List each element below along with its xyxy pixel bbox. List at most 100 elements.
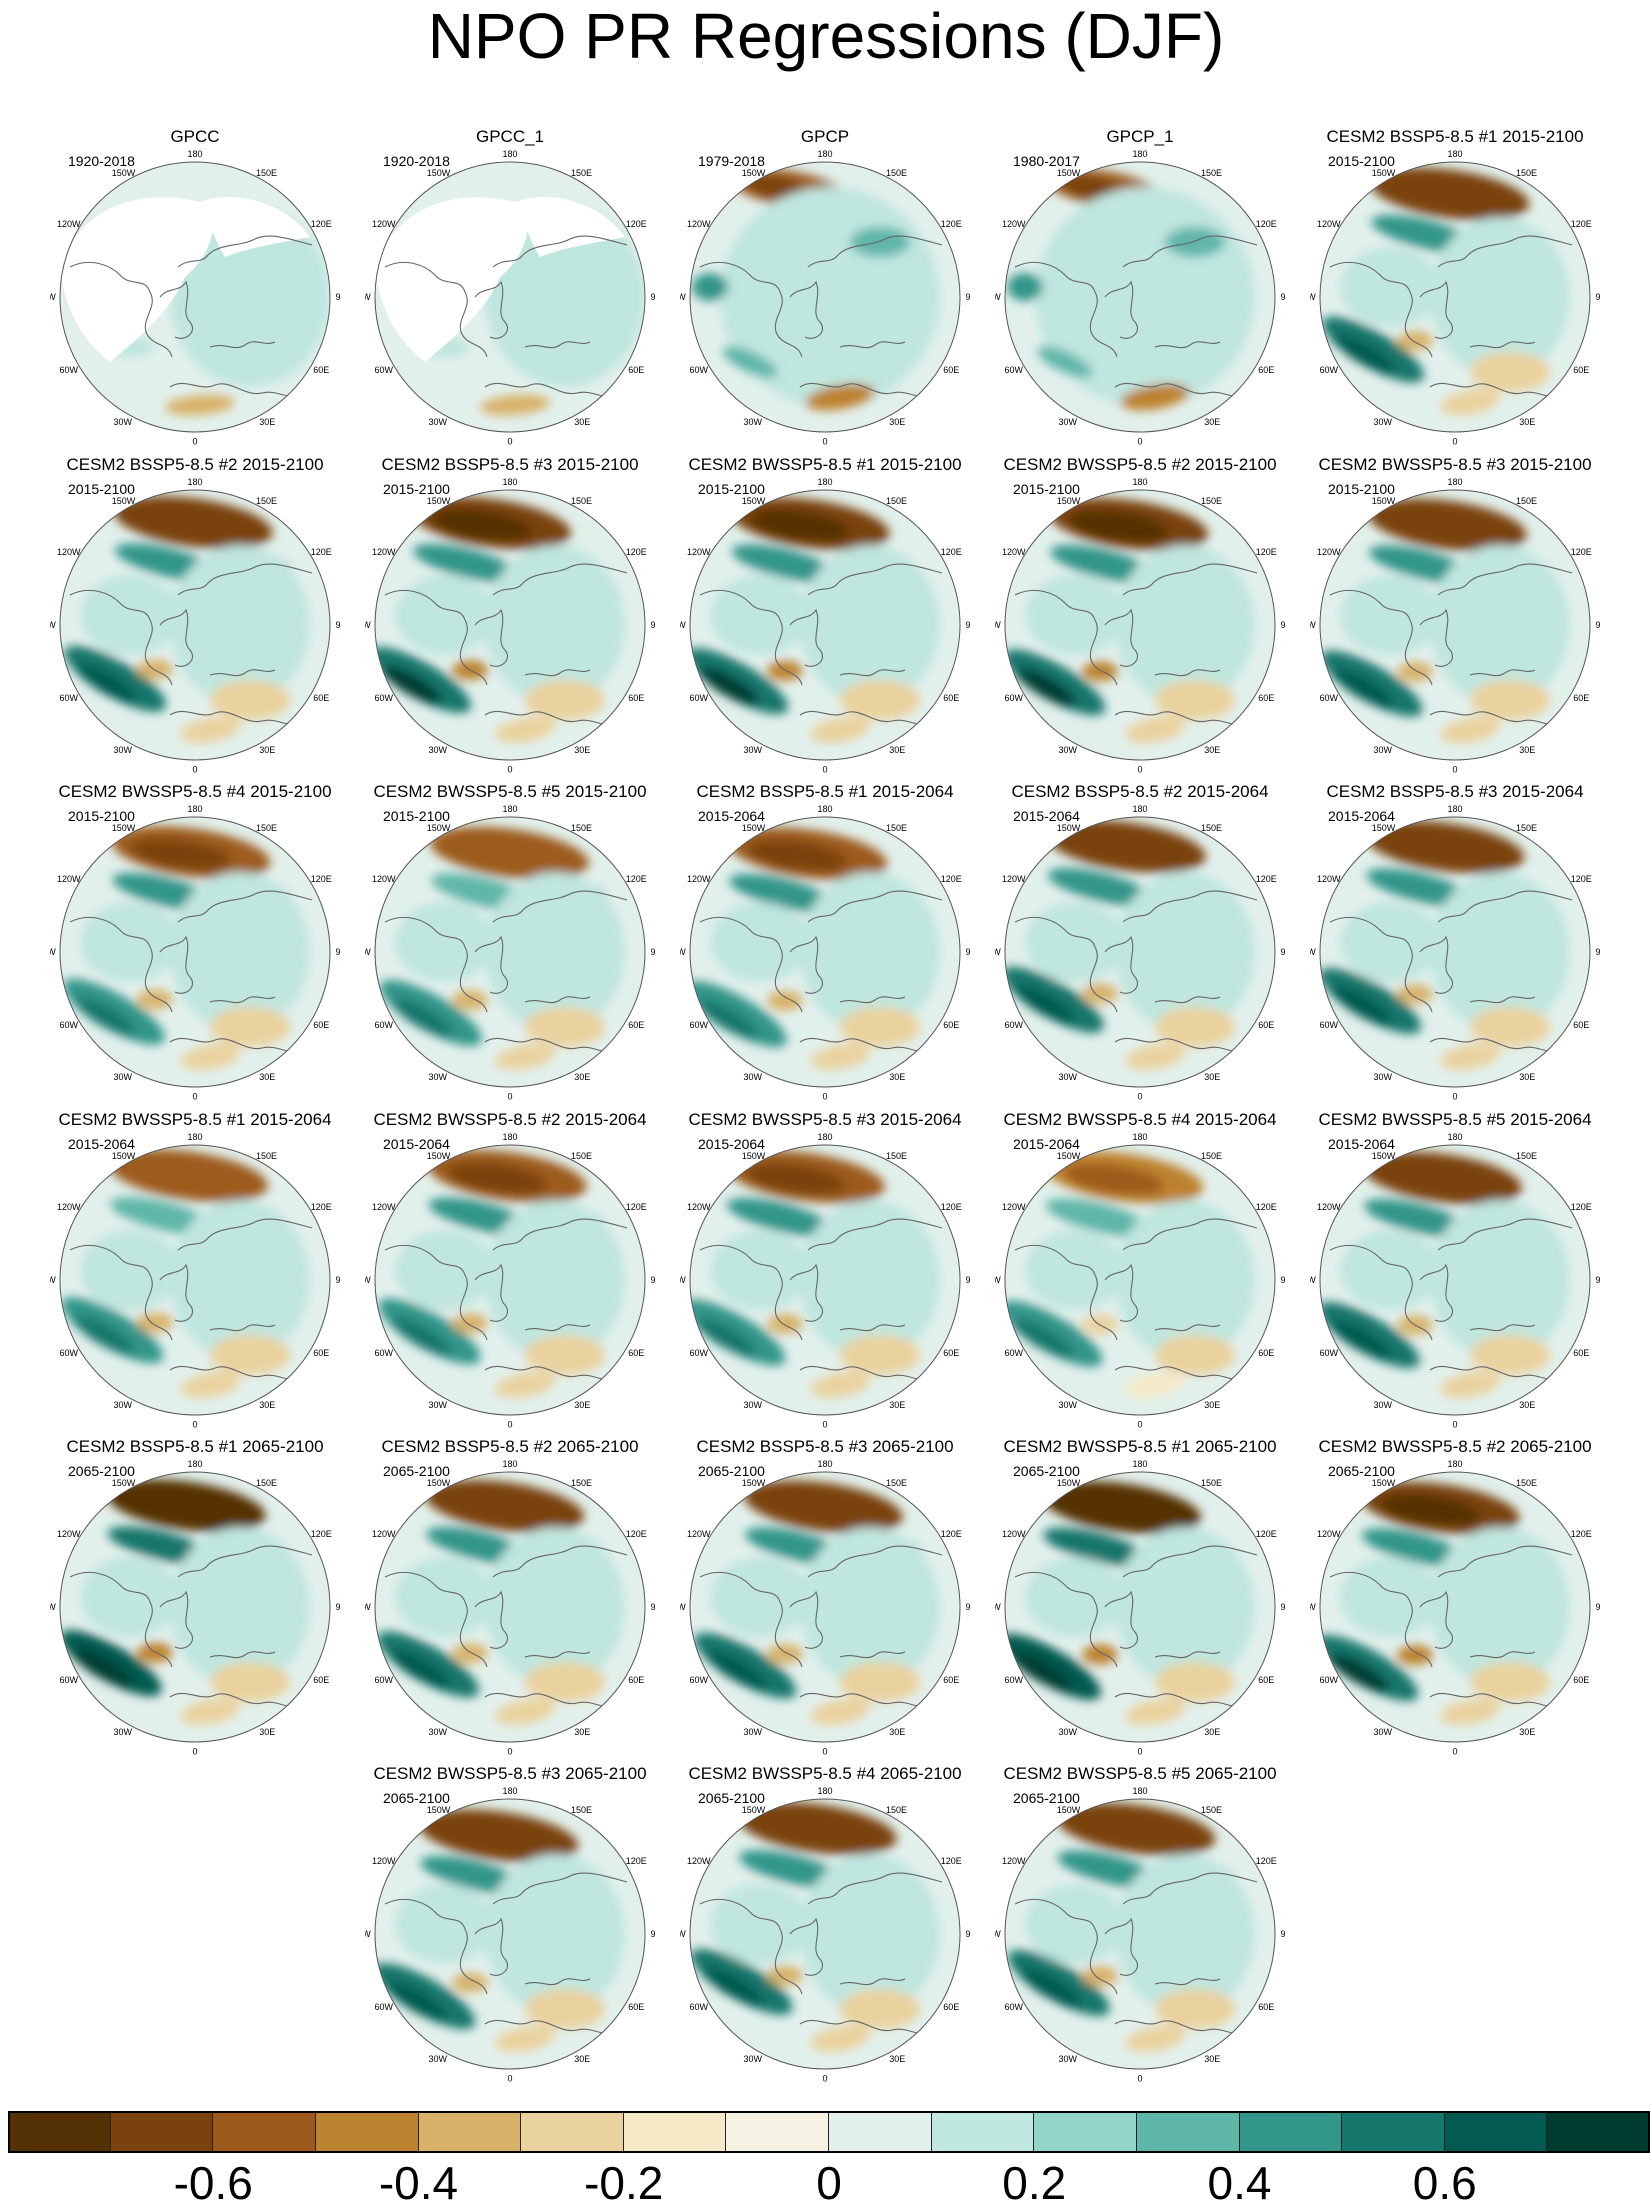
longitude-label: 30E: [1204, 745, 1220, 755]
longitude-label: 30E: [574, 1400, 590, 1410]
longitude-label: 30E: [1519, 417, 1535, 427]
longitude-label: 120E: [311, 1202, 332, 1212]
map-panel-cesm2-bwssp5-8-5-1-2015-2064: CESM2 BWSSP5-8.5 #1 2015-2064 180 0 150W 150…: [50, 1110, 340, 1429]
longitude-label: 120W: [57, 547, 81, 557]
longitude-label: 30W: [1059, 745, 1078, 755]
longitude-label: 120W: [1317, 219, 1341, 229]
longitude-label: 150W: [1372, 168, 1396, 178]
panel-title: CESM2 BSSP5-8.5 #1 2065-2100: [66, 1437, 324, 1456]
longitude-label: 90W: [50, 620, 56, 630]
longitude-label: 180: [817, 1459, 832, 1469]
polar-map: 180 0 150W 150E 120W 120E 90W 90E 60W 60E 30W 30E: [1310, 804, 1600, 1102]
polar-map: 180 0 150W 150E 120W 120E 90W 90E 60W 60E 30W 30E: [680, 1786, 970, 2084]
map-panel-cesm2-bwssp5-8-5-1-2065-2100: CESM2 BWSSP5-8.5 #1 2065-2100 180 0 150W 150…: [995, 1437, 1285, 1756]
panel-period: 2065-2100: [698, 1790, 765, 1806]
longitude-label: 30W: [744, 2054, 763, 2064]
longitude-label: 90E: [335, 620, 340, 630]
longitude-label: 60W: [1004, 2002, 1023, 2012]
longitude-label: 150W: [742, 496, 766, 506]
panel-period: 2015-2064: [698, 1136, 765, 1152]
map-panel-cesm2-bssp5-8-5-1-2065-2100: CESM2 BSSP5-8.5 #1 2065-2100 180 0 150W 150E…: [50, 1437, 340, 1756]
panel-title: CESM2 BWSSP5-8.5 #3 2015-2064: [688, 1110, 962, 1129]
longitude-label: 0: [507, 1419, 512, 1429]
polar-map: 180 0 150W 150E 120W 120E 90W 90E 60W 60E 30W 30E: [50, 477, 340, 775]
longitude-label: 150E: [571, 168, 592, 178]
colorbar-swatch: [213, 2111, 316, 2153]
panel-period: 2015-2100: [698, 481, 765, 497]
polar-map: 180 0 150W 150E 120W 120E 90W 90E 60W 60E 30W 30E: [365, 477, 655, 775]
map-panel-cesm2-bwssp5-8-5-3-2015-2064: CESM2 BWSSP5-8.5 #3 2015-2064 180 0 150W 150…: [680, 1110, 970, 1429]
longitude-label: 150W: [427, 1805, 451, 1815]
longitude-label: 60E: [628, 1020, 644, 1030]
polar-map: 180 0 150W 150E 120W 120E 90W 90E 60W 60E 30W 30E: [680, 477, 970, 775]
panel-period: 1920-2018: [68, 153, 135, 169]
polar-map: 180 0 150W 150E 120W 120E 90W 90E 60W 60E 30W 30E: [995, 1786, 1285, 2084]
longitude-label: 150E: [256, 823, 277, 833]
longitude-label: 120E: [626, 219, 647, 229]
longitude-label: 120E: [1571, 219, 1592, 229]
panel-title: CESM2 BWSSP5-8.5 #2 2065-2100: [1318, 1437, 1592, 1456]
longitude-label: 120E: [626, 874, 647, 884]
longitude-label: 60W: [1004, 1020, 1023, 1030]
longitude-label: 120E: [1256, 547, 1277, 557]
panel-title: CESM2 BWSSP5-8.5 #1 2015-2100: [688, 455, 962, 474]
longitude-label: 60W: [1004, 693, 1023, 703]
longitude-label: 90E: [1280, 1929, 1285, 1939]
longitude-label: 120W: [372, 1856, 396, 1866]
longitude-label: 90W: [50, 1602, 56, 1612]
longitude-label: 30E: [1519, 1072, 1535, 1082]
longitude-label: 60E: [628, 1675, 644, 1685]
longitude-label: 0: [507, 764, 512, 774]
longitude-label: 60W: [374, 1348, 393, 1358]
polar-map: 180 0 150W 150E 120W 120E 90W 90E 60W 60E 30W 30E: [995, 1132, 1285, 1430]
longitude-label: 90W: [680, 947, 686, 957]
map-panel-cesm2-bwssp5-8-5-1-2015-2100: CESM2 BWSSP5-8.5 #1 2015-2100 180 0 150W 150…: [680, 455, 970, 774]
longitude-label: 60W: [374, 2002, 393, 2012]
longitude-label: 120W: [687, 219, 711, 229]
longitude-label: 30W: [744, 1727, 763, 1737]
panel-period: 2015-2064: [68, 1136, 135, 1152]
longitude-label: 150W: [742, 168, 766, 178]
longitude-label: 60E: [313, 1348, 329, 1358]
longitude-label: 90E: [1280, 292, 1285, 302]
polar-map: 180 0 150W 150E 120W 120E 90W 90E 60W 60E 30W 30E: [365, 149, 655, 447]
longitude-label: 180: [187, 477, 202, 487]
longitude-label: 120E: [941, 219, 962, 229]
panel-period: 2015-2100: [383, 481, 450, 497]
longitude-label: 180: [187, 149, 202, 159]
longitude-label: 120E: [626, 1529, 647, 1539]
page-title: NPO PR Regressions (DJF): [427, 0, 1225, 72]
longitude-label: 150W: [112, 1151, 136, 1161]
panel-period: 2015-2100: [1328, 153, 1395, 169]
longitude-label: 150E: [1201, 1478, 1222, 1488]
map-panel-cesm2-bwssp5-8-5-4-2065-2100: CESM2 BWSSP5-8.5 #4 2065-2100 180 0 150W 150…: [680, 1764, 970, 2083]
longitude-label: 0: [192, 764, 197, 774]
longitude-label: 150E: [886, 1805, 907, 1815]
longitude-label: 120W: [1002, 547, 1026, 557]
panel-period: 2015-2100: [1328, 481, 1395, 497]
longitude-label: 150E: [256, 168, 277, 178]
longitude-label: 180: [187, 804, 202, 814]
longitude-label: 30E: [1204, 2054, 1220, 2064]
longitude-label: 30W: [1374, 1400, 1393, 1410]
longitude-label: 0: [507, 1091, 512, 1101]
longitude-label: 30E: [574, 417, 590, 427]
longitude-label: 60W: [374, 365, 393, 375]
longitude-label: 60E: [1258, 365, 1274, 375]
colorbar: [8, 2111, 1650, 2153]
panel-period: 2015-2064: [698, 808, 765, 824]
longitude-label: 90E: [965, 947, 970, 957]
longitude-label: 180: [1447, 1132, 1462, 1142]
longitude-label: 180: [1132, 1459, 1147, 1469]
longitude-label: 60E: [943, 2002, 959, 2012]
longitude-label: 60E: [313, 1020, 329, 1030]
longitude-label: 150W: [1057, 823, 1081, 833]
longitude-label: 0: [1452, 1419, 1457, 1429]
longitude-label: 180: [1132, 149, 1147, 159]
longitude-label: 150E: [1516, 496, 1537, 506]
longitude-label: 30E: [1519, 1727, 1535, 1737]
longitude-label: 0: [822, 1419, 827, 1429]
longitude-label: 90E: [650, 620, 655, 630]
longitude-label: 120W: [372, 219, 396, 229]
longitude-label: 90W: [995, 292, 1001, 302]
